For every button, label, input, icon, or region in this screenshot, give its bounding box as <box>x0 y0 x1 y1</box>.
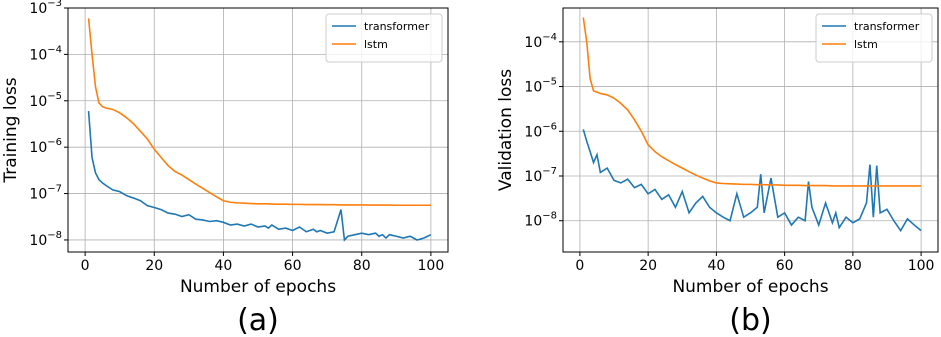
x-tick-label: 20 <box>145 258 163 274</box>
legend-label: lstm <box>854 38 878 51</box>
legend-label: lstm <box>364 38 388 51</box>
y-tick-label: 10−7 <box>524 166 557 185</box>
axes-frame <box>562 7 939 253</box>
legend-label: transformer <box>364 20 430 33</box>
chart-title: (a) <box>237 303 279 337</box>
y-tick-label: 10−4 <box>524 32 557 51</box>
y-tick-label: 10−6 <box>524 121 557 140</box>
y-tick-label: 10−7 <box>29 184 62 203</box>
x-tick-label: 60 <box>284 258 302 274</box>
legend-label: transformer <box>854 20 920 33</box>
x-tick-label: 0 <box>81 258 90 274</box>
y-axis-label: Validation loss <box>496 69 516 191</box>
series-line <box>582 17 922 187</box>
y-tick-label: 10−5 <box>29 91 62 110</box>
chart-title: (b) <box>729 303 771 337</box>
series-line <box>87 18 431 207</box>
axes-frame <box>67 7 449 253</box>
x-axis-label: Number of epochs <box>180 277 336 297</box>
x-tick-label: 80 <box>353 258 371 274</box>
y-tick-label: 10−8 <box>524 211 557 230</box>
x-tick-label: 60 <box>776 258 794 274</box>
x-tick-label: 20 <box>639 258 657 274</box>
y-tick-label: 10−5 <box>524 77 557 96</box>
series-line <box>582 129 922 233</box>
x-tick-label: 100 <box>418 258 445 274</box>
y-tick-label: 10−6 <box>29 137 62 156</box>
y-tick-label: 10−4 <box>29 44 62 63</box>
y-axis-label: Training loss <box>1 77 21 183</box>
x-tick-label: 0 <box>575 258 584 274</box>
y-tick-label: 10−8 <box>29 230 62 249</box>
x-tick-label: 80 <box>844 258 862 274</box>
x-tick-label: 40 <box>707 258 725 274</box>
y-tick-label: 10−3 <box>29 0 62 17</box>
x-axis-label: Number of epochs <box>672 277 828 297</box>
series-line <box>87 111 432 242</box>
x-tick-label: 100 <box>908 258 935 274</box>
x-tick-label: 40 <box>215 258 233 274</box>
